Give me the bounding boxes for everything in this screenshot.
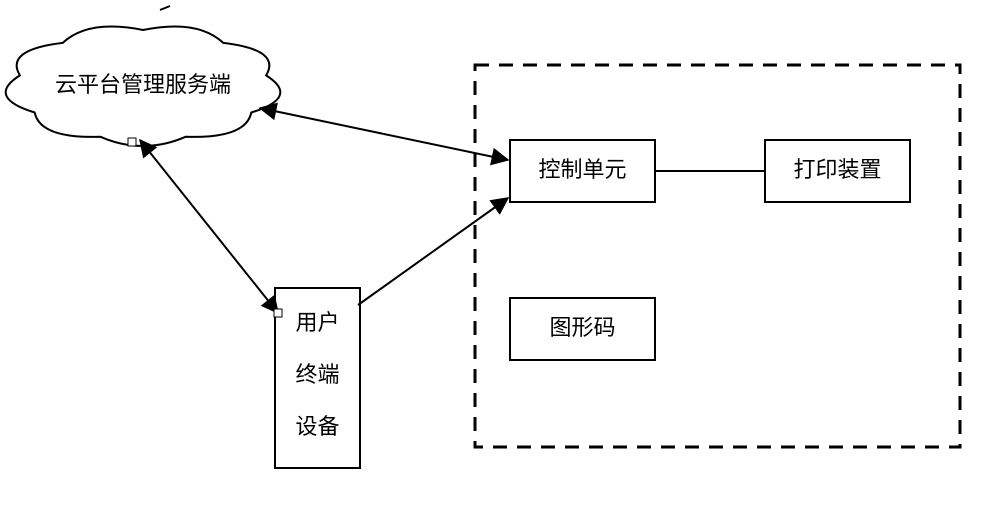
user-terminal-node: 用户 终端 设备: [275, 288, 360, 468]
system-boundary: [475, 65, 960, 447]
control-unit-label: 控制单元: [538, 157, 626, 182]
user-terminal-label-0: 用户: [295, 310, 339, 335]
graphic-code-node: 图形码: [510, 298, 655, 360]
cloud-platform-node: 云平台管理服务端: [6, 26, 281, 146]
edge-user-to-control: [358, 198, 508, 305]
graphic-code-label: 图形码: [549, 315, 615, 340]
control-unit-node: 控制单元: [510, 140, 655, 202]
handle-icon: [274, 309, 282, 317]
printer-label: 打印装置: [793, 157, 881, 182]
edges: [140, 108, 765, 313]
edge-cloud-to-user: [140, 140, 278, 313]
user-terminal-label-1: 终端: [295, 362, 339, 387]
handle-icon: [128, 138, 136, 146]
printer-node: 打印装置: [765, 140, 910, 202]
decorative-tick: [160, 6, 170, 10]
user-terminal-label-2: 设备: [295, 414, 339, 439]
cloud-label: 云平台管理服务端: [55, 72, 231, 97]
edge-cloud-to-control: [260, 108, 508, 160]
